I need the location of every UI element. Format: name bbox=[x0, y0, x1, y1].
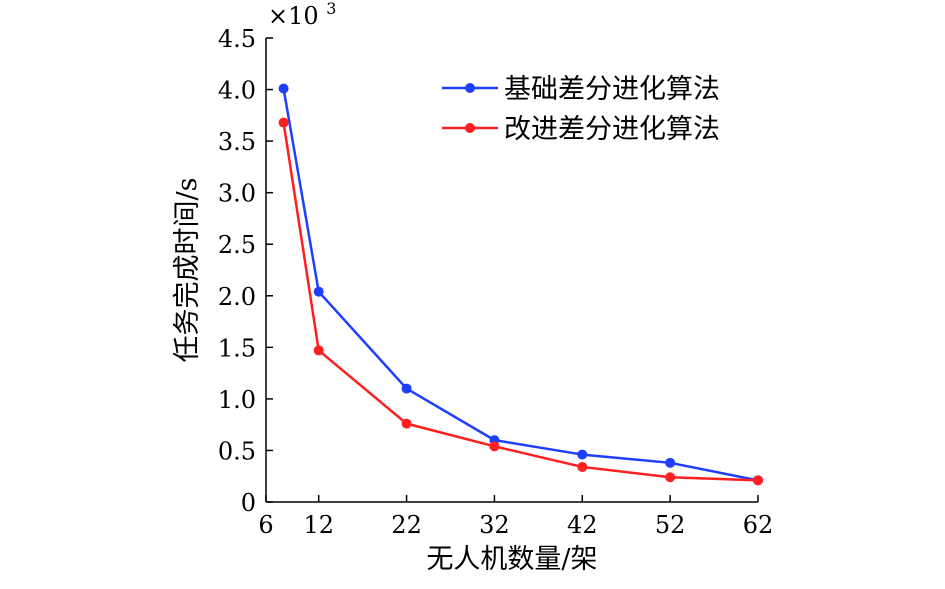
data-point bbox=[753, 475, 763, 486]
y-tick-label: 3.0 bbox=[218, 180, 256, 208]
series-line bbox=[282, 88, 759, 482]
data-point bbox=[577, 461, 588, 472]
x-tick-label: 42 bbox=[567, 511, 598, 539]
x-tick-label: 6 bbox=[258, 511, 273, 539]
legend-item: 改进差分进化算法 bbox=[442, 114, 720, 145]
x-tick-label: 22 bbox=[391, 511, 422, 539]
data-point bbox=[313, 345, 324, 356]
x-tick-label: 52 bbox=[655, 511, 686, 539]
y-axis-multiplier: ×10 3 bbox=[268, 0, 336, 30]
series-line bbox=[282, 122, 759, 482]
data-point bbox=[489, 441, 500, 452]
y-tick-label: 0 bbox=[241, 489, 256, 517]
data-point bbox=[665, 472, 676, 483]
y-tick-label: 1.5 bbox=[218, 334, 256, 362]
data-point bbox=[278, 83, 289, 94]
y-axis-label: 任务完成时间/s bbox=[172, 178, 203, 363]
y-axis-multiplier-base: ×10 bbox=[268, 2, 319, 30]
series-2 bbox=[278, 117, 763, 486]
y-axis-multiplier-exponent: 3 bbox=[326, 0, 336, 18]
x-tick-label: 12 bbox=[303, 511, 334, 539]
y-tick-label: 1.0 bbox=[218, 386, 256, 414]
y-tick-label: 4.5 bbox=[218, 25, 256, 53]
x-tick-label: 32 bbox=[479, 511, 510, 539]
legend-item: 基础差分进化算法 bbox=[442, 74, 720, 105]
y-tick-label: 4.0 bbox=[218, 77, 256, 105]
legend-label: 改进差分进化算法 bbox=[504, 114, 720, 145]
data-point bbox=[577, 449, 588, 460]
data-point bbox=[401, 383, 412, 394]
data-point bbox=[401, 418, 412, 429]
data-point bbox=[278, 117, 289, 128]
x-axis-label: 无人机数量/架 bbox=[426, 544, 597, 575]
legend-marker bbox=[465, 83, 475, 93]
y-tick-label: 0.5 bbox=[218, 437, 256, 465]
legend-marker bbox=[465, 123, 475, 133]
y-tick-label: 3.5 bbox=[218, 128, 256, 156]
y-tick-label: 2.0 bbox=[218, 283, 256, 311]
y-tick-label: 2.5 bbox=[218, 231, 256, 259]
series-layer bbox=[278, 83, 763, 486]
data-point bbox=[313, 286, 324, 297]
legend-label: 基础差分进化算法 bbox=[504, 74, 720, 105]
axes: 0 0.5 1.0 1.5 2.0 2.5 3.0 3.5 4.0 4.5 6 12 22 32 42 52 6… bbox=[218, 25, 773, 539]
x-tick-label: 62 bbox=[743, 511, 774, 539]
data-point bbox=[665, 457, 676, 468]
